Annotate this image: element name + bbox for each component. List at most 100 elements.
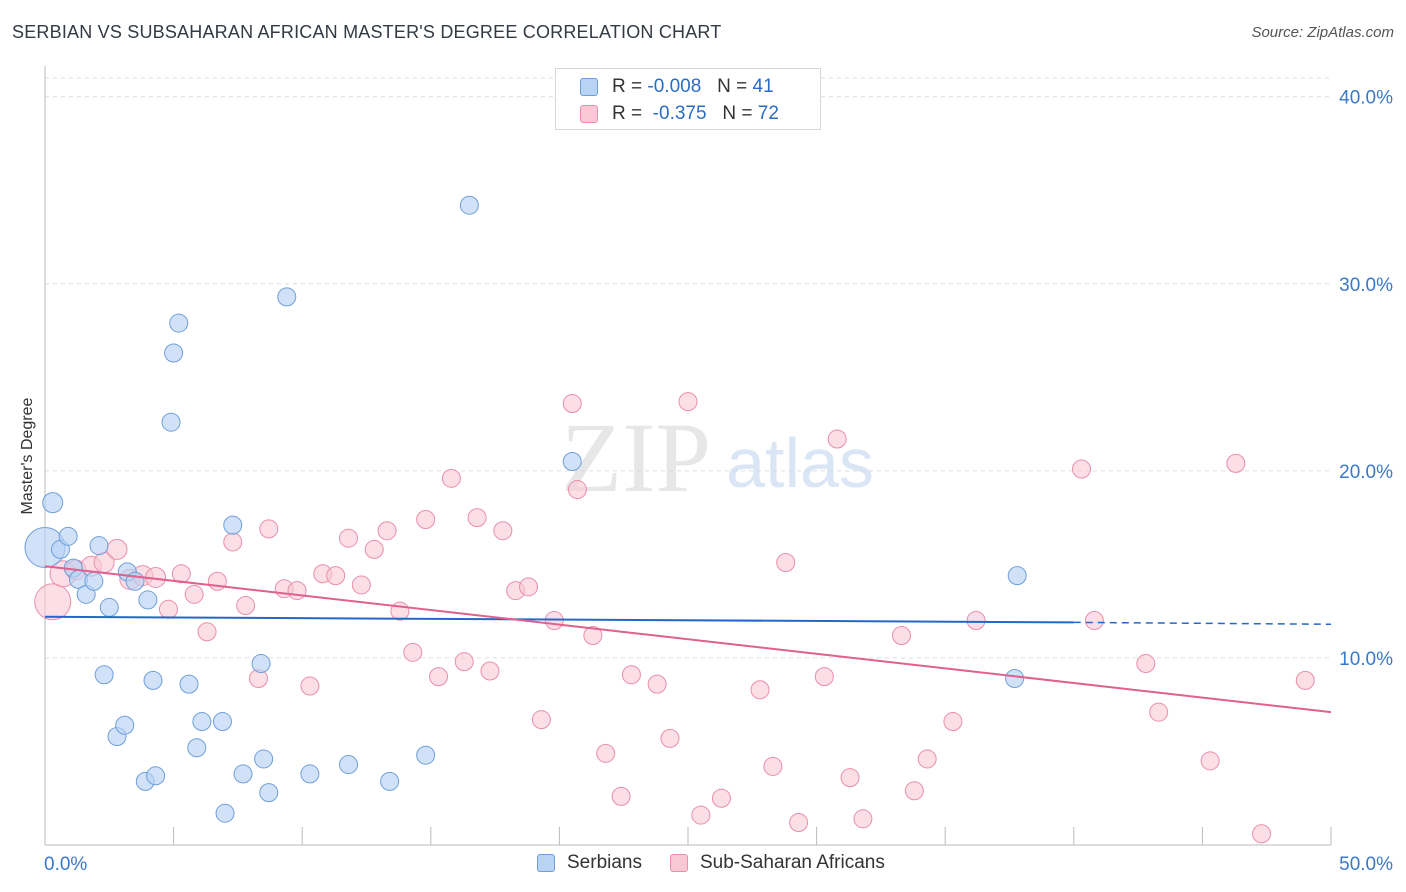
subsaharan-point [364, 539, 384, 559]
subsaharan-point [814, 667, 834, 687]
serbians-n-value: 41 [752, 76, 774, 97]
legend-swatch-serbians [537, 854, 555, 872]
subsaharan-point [184, 584, 204, 604]
subsaharan-point [1149, 702, 1169, 722]
subsaharan-point [223, 532, 243, 552]
subsaharan-point [519, 577, 539, 597]
serbian-point [143, 670, 163, 690]
serbian-point [187, 738, 207, 758]
subsaharan-point [917, 749, 937, 769]
serbian-point [138, 590, 158, 610]
serbian-point [233, 764, 253, 784]
subsaharan-trend-line [44, 565, 1332, 714]
subsaharan-point [691, 805, 711, 825]
subsaharan-point [197, 622, 217, 642]
subsaharan-point [1072, 459, 1092, 479]
subsaharan-point [493, 521, 513, 541]
subsaharan-point [326, 566, 346, 586]
legend-label-serbians: Serbians [567, 852, 642, 873]
subsaharan-point [647, 674, 667, 694]
serbian-point [562, 452, 582, 471]
subsaharan-point [621, 665, 641, 685]
serbian-point [338, 755, 358, 775]
subsaharan-point [596, 743, 616, 763]
serbian-point [169, 313, 189, 333]
serbian-point [115, 715, 135, 735]
subsaharan-point [853, 809, 873, 829]
subsaharan-points [34, 392, 1315, 844]
y-tick-label: 20.0% [1339, 462, 1393, 483]
serbians-r-value: -0.008 [647, 76, 702, 97]
legend-label-subsaharan: Sub-Saharan Africans [700, 852, 885, 873]
serbian-point [300, 764, 320, 784]
subsaharan-point [236, 596, 256, 616]
serbian-point [99, 597, 119, 617]
subsaharan-point [1295, 670, 1315, 690]
legend-swatch-subsaharan [670, 854, 688, 872]
subsaharan-point [1136, 654, 1156, 674]
subsaharan-swatch [580, 105, 598, 123]
subsaharan-point [1200, 751, 1220, 771]
serbian-point [277, 287, 297, 307]
subsaharan-point [750, 680, 770, 700]
y-tick-label: 30.0% [1339, 275, 1393, 296]
subsaharan-point [429, 667, 449, 687]
serbian-point [212, 712, 232, 732]
zipatlas-watermark: ZIP atlas [561, 402, 874, 513]
subsaharan-point [531, 710, 551, 730]
watermark-atlas: atlas [726, 424, 874, 502]
subsaharan-point [454, 652, 474, 672]
subsaharan-point [34, 583, 72, 621]
subsaharan-point [678, 392, 698, 412]
subsaharan-point [966, 611, 986, 631]
subsaharan-point [1252, 824, 1272, 844]
serbian-point [215, 803, 235, 823]
subsaharan-point [827, 429, 847, 449]
y-tick-label: 10.0% [1339, 649, 1393, 670]
serbians-n-label: N = [717, 76, 748, 97]
serbians-swatch [580, 78, 598, 96]
serbian-point [223, 515, 243, 535]
serbians-trend-extension [1073, 621, 1332, 626]
grid-lines [45, 77, 1331, 659]
subsaharan-point [562, 394, 582, 414]
serbian-point [84, 571, 104, 591]
serbian-point [58, 526, 78, 546]
subsaharan-point [1084, 611, 1104, 631]
legend-row-subsaharan: R = -0.375 N = 72 [580, 102, 779, 126]
serbian-point [179, 674, 199, 694]
legend-row-serbians: R = -0.008 N = 41 [580, 75, 774, 99]
serbian-point [164, 343, 184, 363]
subsaharan-point [467, 508, 487, 528]
subsaharan-point [583, 625, 603, 645]
subsaharan-point [403, 642, 423, 662]
y-tick-label: 40.0% [1339, 88, 1393, 109]
serbian-point [42, 492, 64, 514]
subsaharan-point [158, 599, 178, 619]
trend-lines [44, 565, 1332, 714]
source-credit: Source: ZipAtlas.com [1251, 24, 1394, 41]
subsaharan-point [106, 538, 128, 560]
stats-legend: R = -0.008 N = 41 R = -0.375 N = 72 [555, 68, 821, 130]
serbian-point [1007, 566, 1027, 586]
legend-item-subsaharan: Sub-Saharan Africans [670, 852, 885, 874]
subsaharan-point [840, 768, 860, 788]
serbian-point [416, 745, 436, 765]
subsaharan-point [904, 781, 924, 801]
subsaharan-point [711, 788, 731, 808]
serbian-point [94, 665, 114, 685]
subsaharan-point [480, 661, 500, 681]
axes [44, 66, 1332, 846]
serbian-point [1005, 669, 1025, 689]
subsaharan-point [287, 581, 307, 601]
subsaharan-point [891, 625, 911, 645]
chart-title: SERBIAN VS SUBSAHARAN AFRICAN MASTER'S D… [12, 22, 722, 42]
tick-labels: 10.0% 20.0% 30.0% 40.0% 0.0% 50.0% [44, 88, 1393, 875]
serbian-point [146, 766, 166, 786]
subsaharan-point [351, 575, 371, 595]
subsaharan-point [441, 468, 461, 488]
subsaharan-n-value: 72 [757, 103, 779, 124]
serbian-point [192, 712, 212, 732]
serbian-points [24, 195, 1027, 823]
series-legend: Serbians Sub-Saharan Africans [537, 852, 913, 874]
